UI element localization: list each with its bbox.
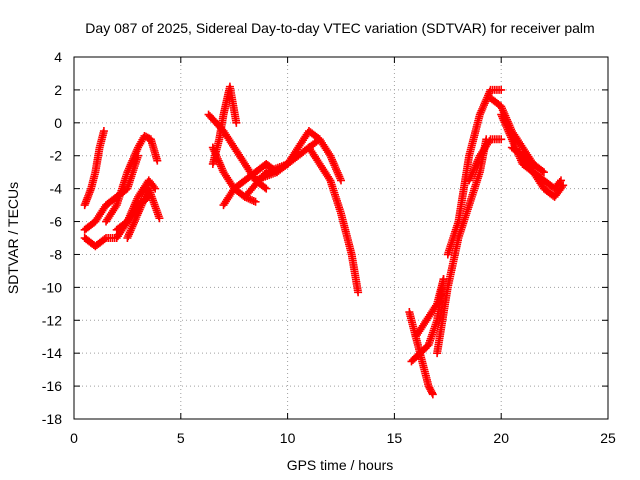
- y-tick-label: -12: [42, 312, 62, 328]
- data-point: [260, 183, 269, 192]
- y-tick-label: -16: [42, 378, 62, 394]
- series-arc-01: [80, 127, 108, 210]
- series-arc-09: [208, 143, 260, 206]
- data-point: [153, 156, 162, 165]
- data-point: [428, 390, 437, 399]
- data-point: [149, 182, 158, 191]
- series-arc-11: [240, 127, 324, 201]
- series-arc-15: [407, 275, 448, 366]
- series-arc-17: [433, 135, 491, 358]
- series-arc-22: [507, 143, 568, 201]
- data-point: [111, 202, 120, 211]
- y-axis-label: SDTVAR / TECUs: [5, 182, 21, 294]
- data-point: [431, 301, 440, 310]
- series-arc-20: [486, 94, 548, 177]
- y-tick-label: -6: [50, 214, 63, 230]
- x-tick-labels: 0 5 10 15 20 25: [70, 430, 616, 446]
- data-point: [100, 235, 109, 244]
- data-point: [232, 118, 241, 127]
- data-point: [497, 135, 506, 144]
- y-tick-label: 0: [54, 115, 62, 131]
- series-arc-06: [123, 184, 164, 242]
- y-tick-label: -10: [42, 279, 62, 295]
- x-tick-label: 15: [387, 430, 403, 446]
- y-tick-label: -18: [42, 411, 62, 427]
- y-tick-label: -8: [50, 246, 63, 262]
- data-points: [80, 82, 568, 399]
- axis-ticks: [73, 56, 609, 420]
- series-arc-13: [304, 143, 363, 297]
- data-point: [497, 85, 506, 94]
- x-axis-label: GPS time / hours: [287, 457, 394, 473]
- x-tick-label: 10: [280, 430, 296, 446]
- y-tick-label: -4: [50, 181, 63, 197]
- y-tick-label: -14: [42, 345, 62, 361]
- data-point: [337, 176, 345, 185]
- x-tick-label: 20: [493, 430, 509, 446]
- y-tick-label: -2: [50, 148, 63, 164]
- y-tick-labels: -18 -16 -14 -12 -10 -8 -6 -4 -2 0 2 4: [42, 49, 62, 427]
- series-arc-19: [465, 135, 506, 185]
- data-point: [325, 174, 334, 183]
- series-arc-18: [443, 85, 506, 259]
- data-point: [539, 168, 548, 177]
- data-point: [262, 184, 271, 193]
- data-point: [354, 288, 363, 297]
- data-point: [251, 197, 260, 206]
- series-arc-08: [204, 110, 271, 193]
- data-point: [538, 167, 547, 176]
- series-arc-04: [102, 131, 162, 226]
- data-point: [249, 196, 258, 205]
- x-tick-label: 25: [600, 430, 616, 446]
- x-tick-label: 0: [70, 430, 78, 446]
- data-point: [99, 127, 108, 136]
- data-point: [427, 388, 436, 397]
- x-tick-label: 5: [177, 430, 185, 446]
- data-point: [248, 196, 256, 205]
- y-tick-label: 4: [54, 49, 62, 65]
- data-point: [557, 182, 566, 191]
- data-point: [557, 176, 566, 185]
- grid-lines: [74, 57, 608, 419]
- data-point: [155, 214, 164, 223]
- chart-title: Day 087 of 2025, Sidereal Day-to-day VTE…: [85, 20, 594, 36]
- y-tick-label: 2: [54, 82, 62, 98]
- plot-frame: [73, 56, 609, 420]
- data-point: [246, 195, 255, 204]
- data-point: [559, 181, 568, 190]
